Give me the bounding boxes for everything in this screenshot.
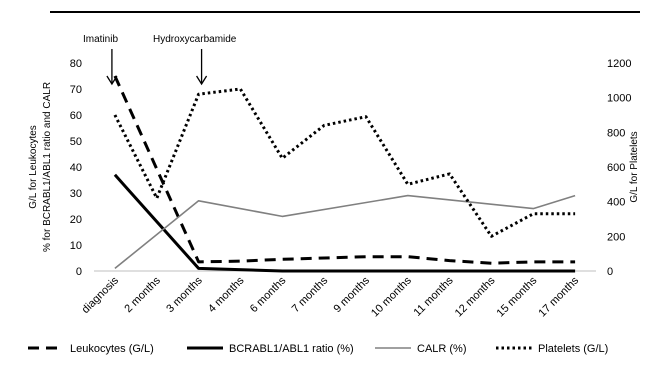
- y-left-tick-label: 10: [70, 240, 82, 252]
- x-tick-label: 7 months: [290, 274, 331, 315]
- series-line-3: [114, 194, 576, 270]
- x-tick-label: 4 months: [206, 274, 247, 315]
- y-right-tick-label: 1200: [607, 58, 631, 70]
- x-tick-label: 17 months: [536, 274, 581, 319]
- y-right-tick-label: 200: [607, 231, 625, 243]
- x-tick-label: 10 months: [369, 274, 414, 319]
- x-tick-label: 3 months: [164, 274, 205, 315]
- y-left-tick-label: 50: [70, 136, 82, 148]
- plot-area: 01020304050607080020040060080010001200di…: [28, 34, 640, 319]
- x-tick-label: 9 months: [332, 274, 373, 315]
- annotation-arrowhead-1: [106, 75, 118, 86]
- x-tick-label: diagnosis: [80, 274, 122, 316]
- annotation-label-2: Hydroxycarbamide: [153, 34, 237, 45]
- y-right-tick-label: 400: [607, 197, 625, 209]
- y-right-tick-label: 1000: [607, 93, 631, 105]
- y-right-tick-label: 800: [607, 127, 625, 139]
- y-left-tick-label: 40: [70, 162, 82, 174]
- legend-label-3: CALR (%): [417, 343, 467, 355]
- y-left-tick-label: 80: [70, 58, 82, 70]
- x-tick-label: 15 months: [495, 274, 540, 319]
- y-right-axis-title: G/L for Platelets: [629, 131, 640, 202]
- x-tick-label: 11 months: [411, 274, 456, 319]
- y-left-axis-title: G/L for Leukocytes% for BCRABL1/ABL1 rat…: [28, 82, 53, 252]
- annotation-label-1: Imatinib: [83, 34, 118, 45]
- legend-label-2: BCRABL1/ABL1 ratio (%): [229, 343, 354, 355]
- series-line-4: [113, 87, 576, 238]
- y-left-tick-label: 30: [70, 188, 82, 200]
- series-line-2: [113, 173, 576, 273]
- legend-label-4: Platelets (G/L): [538, 343, 608, 355]
- y-right-tick-label: 0: [607, 266, 613, 278]
- x-tick-label: 12 months: [453, 274, 498, 319]
- y-right-tick-label: 600: [607, 162, 625, 174]
- x-tick-label: 2 months: [122, 274, 163, 315]
- y-left-tick-label: 20: [70, 214, 82, 226]
- legend-label-1: Leukocytes (G/L): [70, 343, 154, 355]
- legend: Leukocytes (G/L) BCRABL1/ABL1 ratio (%) CA…: [28, 343, 608, 355]
- annotation-arrowhead-2: [196, 75, 208, 86]
- x-tick-label: 6 months: [248, 274, 289, 315]
- y-left-tick-label: 0: [76, 266, 82, 278]
- series-line-1: [113, 75, 576, 265]
- y-left-tick-label: 60: [70, 110, 82, 122]
- y-left-tick-label: 70: [70, 84, 82, 96]
